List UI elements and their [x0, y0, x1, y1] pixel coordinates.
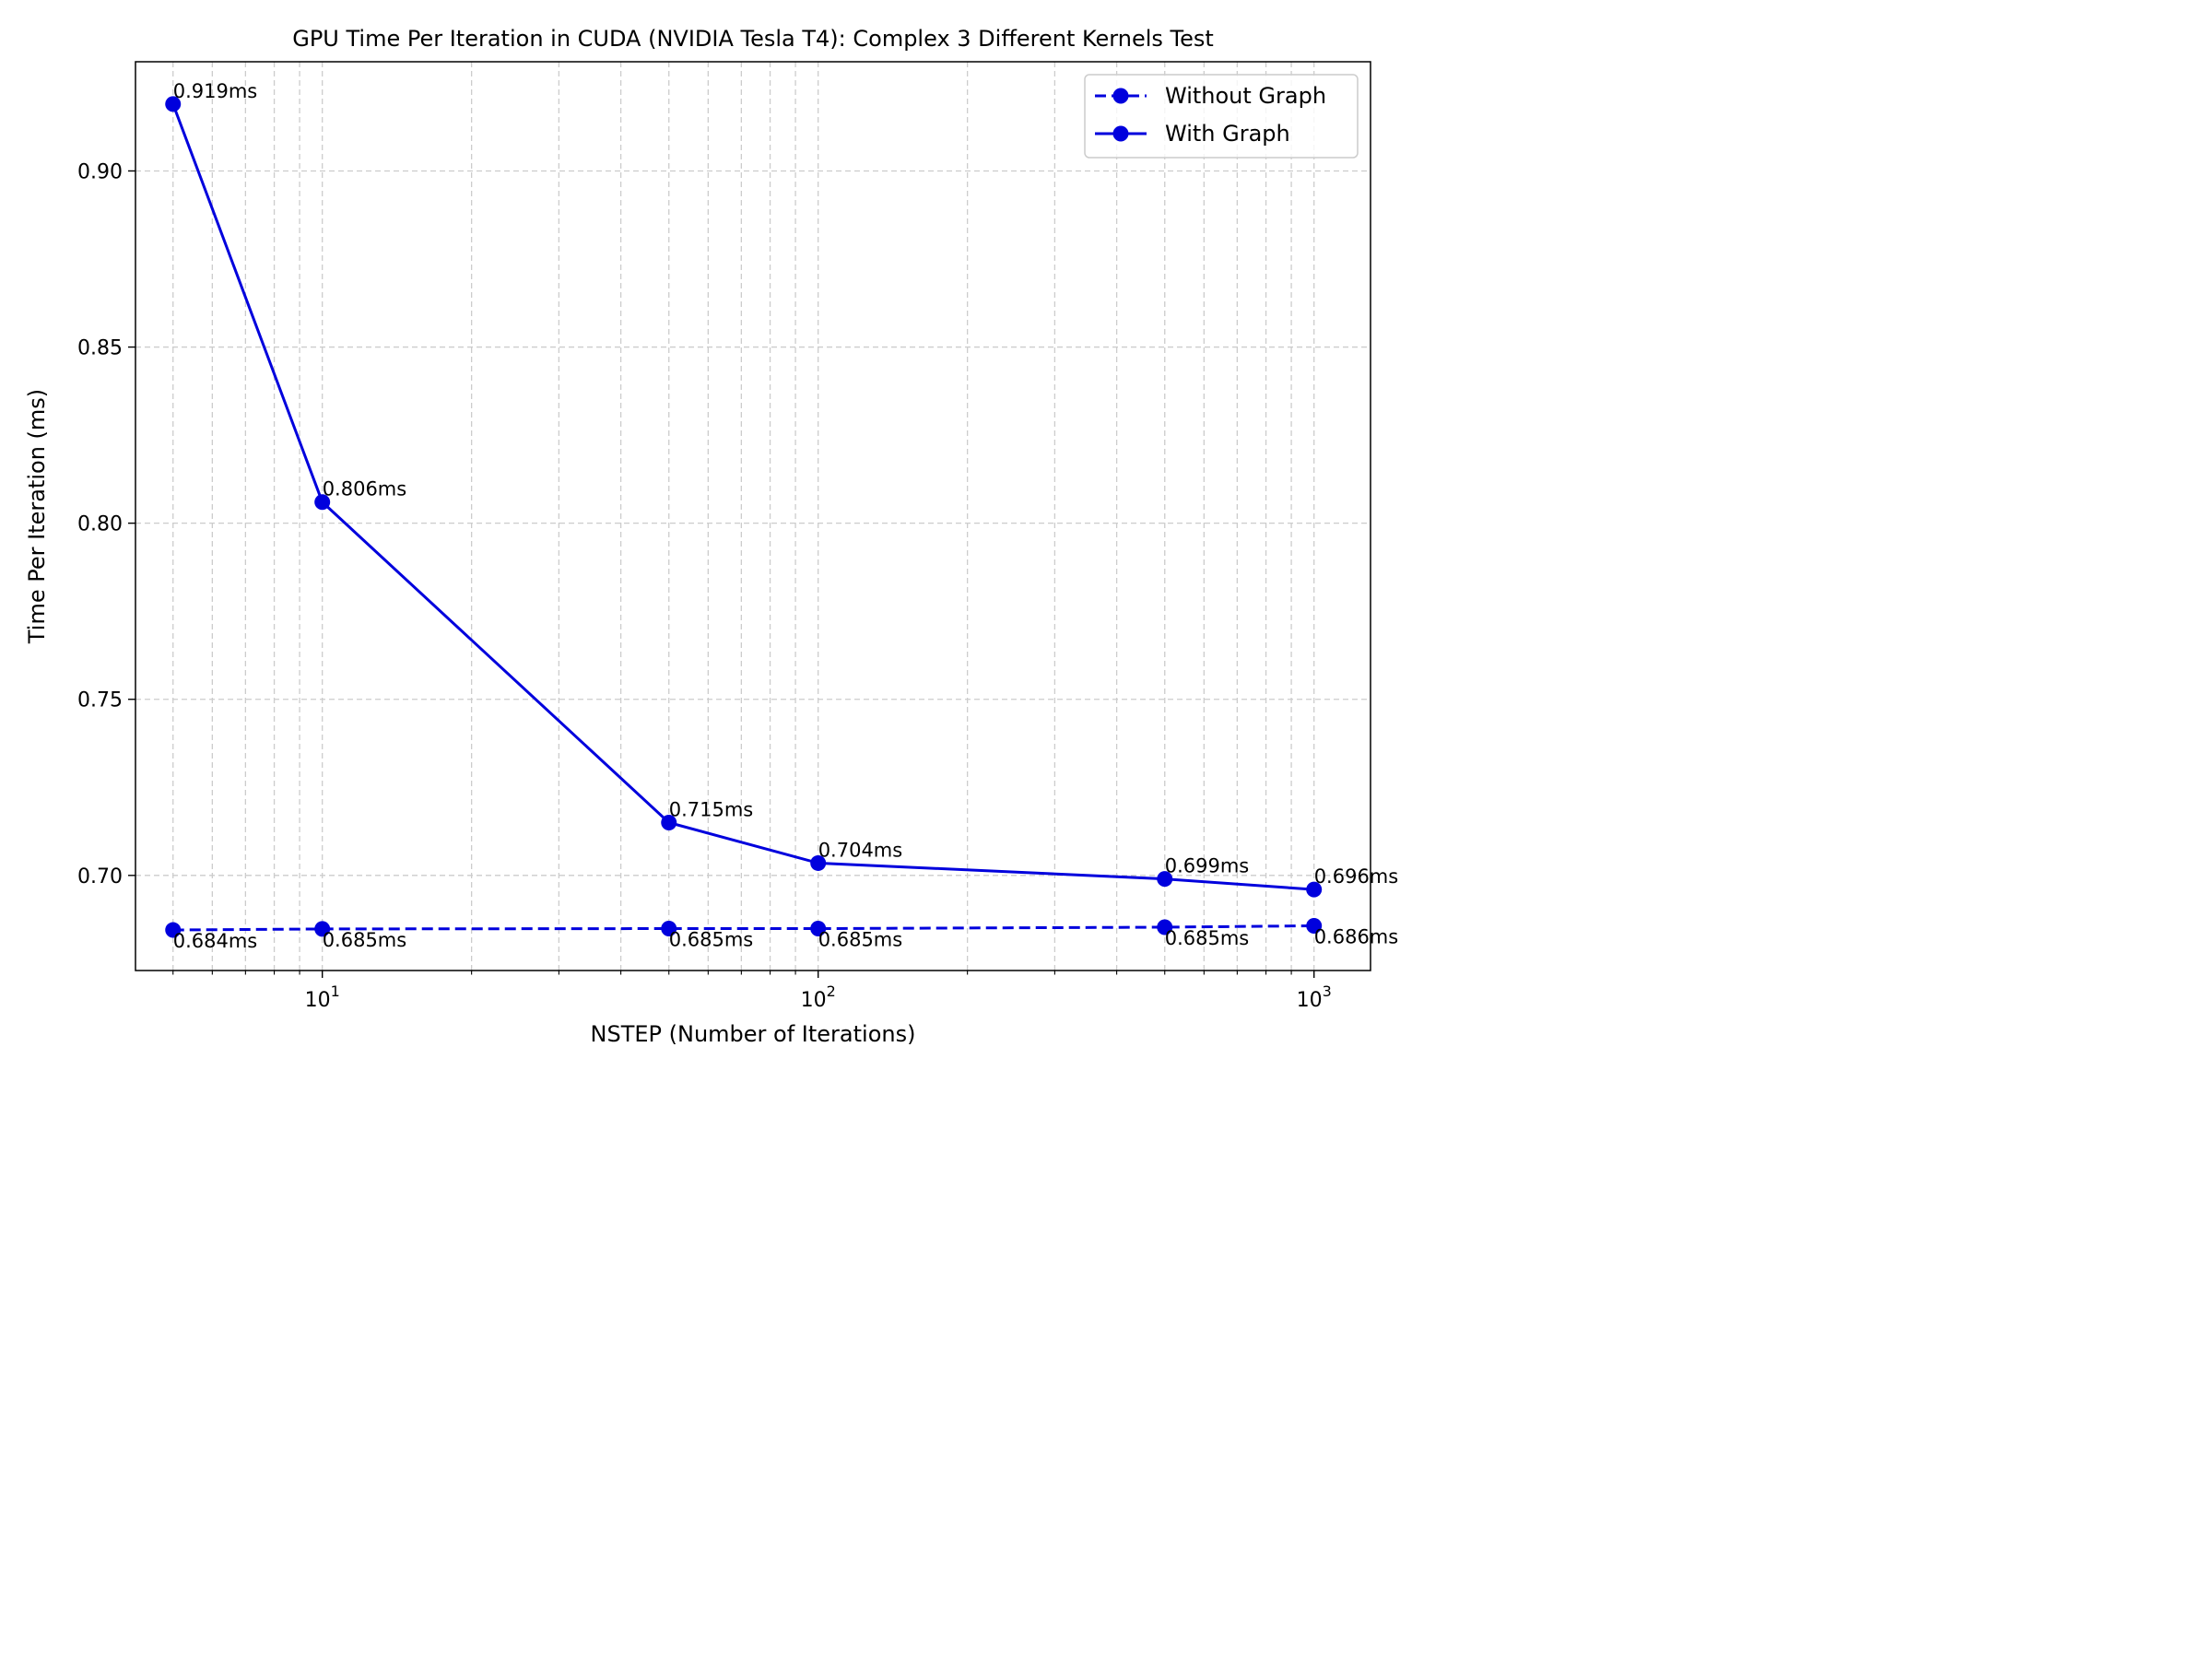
y-axis-label: Time Per Iteration (ms)	[24, 389, 50, 644]
axis-ticks: 0.70 0.75 0.80 0.85 0.90 101 102 103	[77, 160, 1332, 1012]
data-label-without-graph: 0.685ms	[323, 929, 407, 951]
data-point-with-graph	[810, 854, 827, 871]
legend: Without Graph With Graph	[1084, 74, 1359, 159]
x-tick-label: 103	[1297, 982, 1332, 1012]
chart-title: GPU Time Per Iteration in CUDA (NVIDIA T…	[292, 26, 1214, 52]
series-layer	[165, 96, 1323, 938]
chart: GPU Time Per Iteration in CUDA (NVIDIA T…	[0, 0, 1438, 1078]
x-tick-label: 101	[305, 982, 340, 1012]
data-point-with-graph	[1157, 871, 1173, 888]
data-label-without-graph: 0.685ms	[669, 929, 754, 951]
data-point-without-graph	[314, 921, 331, 937]
y-tick-label: 0.85	[77, 337, 123, 360]
legend-label: Without Graph	[1165, 83, 1326, 109]
legend-marker	[1112, 88, 1129, 104]
data-label-without-graph: 0.685ms	[1165, 927, 1250, 949]
y-tick-label: 0.70	[77, 865, 123, 888]
data-point-with-graph	[165, 96, 182, 112]
grid	[135, 62, 1371, 971]
data-label-without-graph: 0.684ms	[173, 930, 258, 952]
series-line-with-graph	[171, 103, 1314, 891]
data-point-with-graph	[1306, 881, 1323, 898]
series-line-without-graph	[172, 924, 1314, 932]
data-label-with-graph: 0.704ms	[818, 839, 903, 861]
data-point-without-graph	[1157, 919, 1173, 935]
data-label-with-graph: 0.696ms	[1314, 865, 1399, 888]
data-point-without-graph	[1306, 917, 1323, 934]
data-label-without-graph: 0.686ms	[1314, 925, 1399, 947]
data-label-without-graph: 0.685ms	[818, 929, 903, 951]
y-tick-label: 0.80	[77, 513, 123, 536]
x-axis-label: NSTEP (Number of Iterations)	[591, 1021, 916, 1047]
chart-background	[0, 0, 1438, 1078]
legend-marker	[1112, 125, 1129, 142]
data-label-with-graph: 0.919ms	[173, 80, 258, 102]
data-labels: 0.684ms 0.685ms 0.685ms 0.685ms 0.685ms 0.686…	[173, 80, 1398, 952]
data-point-with-graph	[314, 494, 331, 511]
x-tick-label: 102	[801, 982, 836, 1012]
data-label-with-graph: 0.715ms	[669, 798, 754, 820]
data-point-without-graph	[810, 921, 827, 937]
data-label-with-graph: 0.699ms	[1165, 855, 1250, 877]
plot-frame	[135, 61, 1371, 971]
data-point-without-graph	[661, 921, 677, 937]
legend-label: With Graph	[1165, 121, 1290, 147]
y-tick-label: 0.90	[77, 160, 123, 183]
data-point-without-graph	[165, 922, 182, 938]
data-label-with-graph: 0.806ms	[323, 478, 407, 500]
y-tick-label: 0.75	[77, 689, 123, 712]
legend-box	[1084, 74, 1359, 159]
data-point-with-graph	[661, 814, 677, 830]
